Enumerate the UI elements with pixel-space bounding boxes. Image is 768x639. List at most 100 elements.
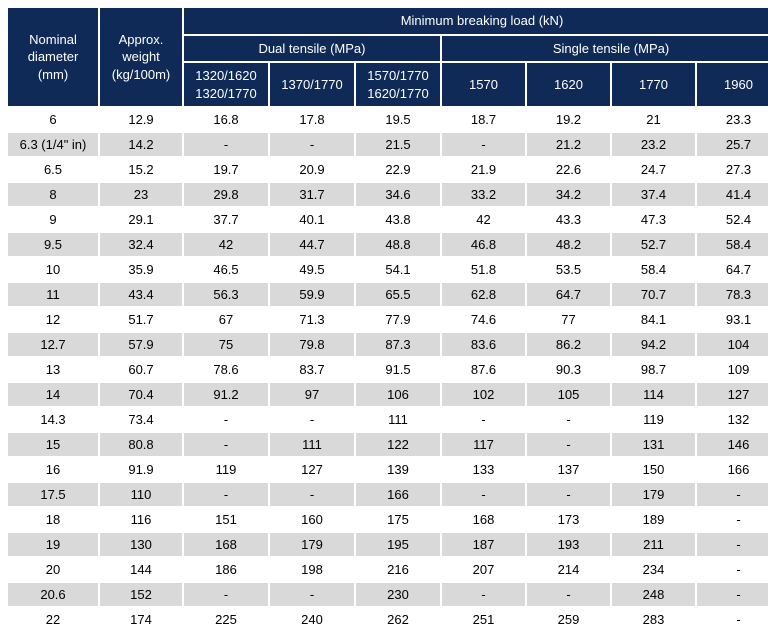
table-cell: 110 [100, 483, 182, 506]
table-cell: 29.8 [184, 183, 268, 206]
table-cell: 173 [527, 508, 610, 531]
table-cell: 19.2 [527, 108, 610, 131]
table-cell: 70.4 [100, 383, 182, 406]
table-cell: 43.3 [527, 208, 610, 231]
table-row: 22174225240262251259283- [8, 608, 768, 631]
table-cell: - [270, 583, 354, 606]
table-cell: 19.7 [184, 158, 268, 181]
table-cell: 80.8 [100, 433, 182, 456]
table-cell: 57.9 [100, 333, 182, 356]
table-cell: 211 [612, 533, 695, 556]
table-cell: - [697, 533, 768, 556]
table-cell: 64.7 [527, 283, 610, 306]
table-cell: 186 [184, 558, 268, 581]
table-cell: 20.9 [270, 158, 354, 181]
table-cell: 53.5 [527, 258, 610, 281]
table-cell: 51.7 [100, 308, 182, 331]
header-text: diameter [10, 48, 96, 66]
table-cell: 20.6 [8, 583, 98, 606]
table-cell: 34.6 [356, 183, 440, 206]
table-cell: - [270, 483, 354, 506]
table-cell: - [697, 558, 768, 581]
table-cell: 25.7 [697, 133, 768, 156]
table-cell: 62.8 [442, 283, 525, 306]
table-cell: - [527, 483, 610, 506]
table-cell: 78.6 [184, 358, 268, 381]
table-cell: 9 [8, 208, 98, 231]
table-cell: 78.3 [697, 283, 768, 306]
table-cell: 29.1 [100, 208, 182, 231]
table-row: 1360.778.683.791.587.690.398.7109 [8, 358, 768, 381]
table-cell: 127 [697, 383, 768, 406]
table-cell: 15 [8, 433, 98, 456]
table-row: 19130168179195187193211- [8, 533, 768, 556]
table-cell: 179 [270, 533, 354, 556]
table-cell: 130 [100, 533, 182, 556]
table-cell: 21.5 [356, 133, 440, 156]
table-cell: 251 [442, 608, 525, 631]
header-text: (mm) [10, 66, 96, 84]
table-row: 929.137.740.143.84243.347.352.4 [8, 208, 768, 231]
table-cell: 11 [8, 283, 98, 306]
table-cell: 21.9 [442, 158, 525, 181]
table-cell: 9.5 [8, 233, 98, 256]
table-cell: 179 [612, 483, 695, 506]
col-dual-1: 1320/1620 1320/1770 [184, 63, 268, 106]
table-cell: 22 [8, 608, 98, 631]
table-cell: 98.7 [612, 358, 695, 381]
table-cell: 42 [184, 233, 268, 256]
table-cell: 97 [270, 383, 354, 406]
table-cell: 119 [612, 408, 695, 431]
table-cell: 16 [8, 458, 98, 481]
col-single-tensile: Single tensile (MPa) [442, 36, 768, 62]
table-cell: 117 [442, 433, 525, 456]
table-cell: 37.7 [184, 208, 268, 231]
table-cell: 10 [8, 258, 98, 281]
table-row: 6.3 (1/4" in)14.2--21.5-21.223.225.7 [8, 133, 768, 156]
table-cell: - [442, 483, 525, 506]
table-cell: 70.7 [612, 283, 695, 306]
table-cell: 23 [100, 183, 182, 206]
table-cell: 174 [100, 608, 182, 631]
table-row: 6.515.219.720.922.921.922.624.727.3 [8, 158, 768, 181]
table-cell: 23.3 [697, 108, 768, 131]
table-cell: - [184, 408, 268, 431]
table-cell: 58.4 [612, 258, 695, 281]
table-row: 1035.946.549.554.151.853.558.464.7 [8, 258, 768, 281]
table-cell: 48.8 [356, 233, 440, 256]
table-cell: 102 [442, 383, 525, 406]
table-cell: 214 [527, 558, 610, 581]
table-cell: 166 [697, 458, 768, 481]
table-cell: 42 [442, 208, 525, 231]
table-cell: 79.8 [270, 333, 354, 356]
col-approx-weight: Approx. weight (kg/100m) [100, 8, 182, 106]
table-cell: 32.4 [100, 233, 182, 256]
table-cell: - [270, 133, 354, 156]
col-dual-tensile: Dual tensile (MPa) [184, 36, 440, 62]
table-cell: 137 [527, 458, 610, 481]
header-text: 1620/1770 [358, 85, 438, 103]
table-cell: 47.3 [612, 208, 695, 231]
table-cell: 94.2 [612, 333, 695, 356]
table-cell: 105 [527, 383, 610, 406]
table-cell: 51.8 [442, 258, 525, 281]
table-cell: 46.8 [442, 233, 525, 256]
table-cell: 131 [612, 433, 695, 456]
table-cell: 111 [270, 433, 354, 456]
table-cell: 67 [184, 308, 268, 331]
table-cell: 22.6 [527, 158, 610, 181]
table-body: 612.916.817.819.518.719.22123.36.3 (1/4"… [8, 108, 768, 631]
table-cell: 24.7 [612, 158, 695, 181]
table-cell: 234 [612, 558, 695, 581]
table-row: 20.6152--230--248- [8, 583, 768, 606]
table-cell: 146 [697, 433, 768, 456]
table-cell: - [697, 483, 768, 506]
table-cell: 74.6 [442, 308, 525, 331]
table-cell: 187 [442, 533, 525, 556]
table-cell: 166 [356, 483, 440, 506]
table-cell: 49.5 [270, 258, 354, 281]
table-cell: 122 [356, 433, 440, 456]
table-cell: 54.1 [356, 258, 440, 281]
header-text: Approx. [102, 31, 180, 49]
table-cell: 77.9 [356, 308, 440, 331]
